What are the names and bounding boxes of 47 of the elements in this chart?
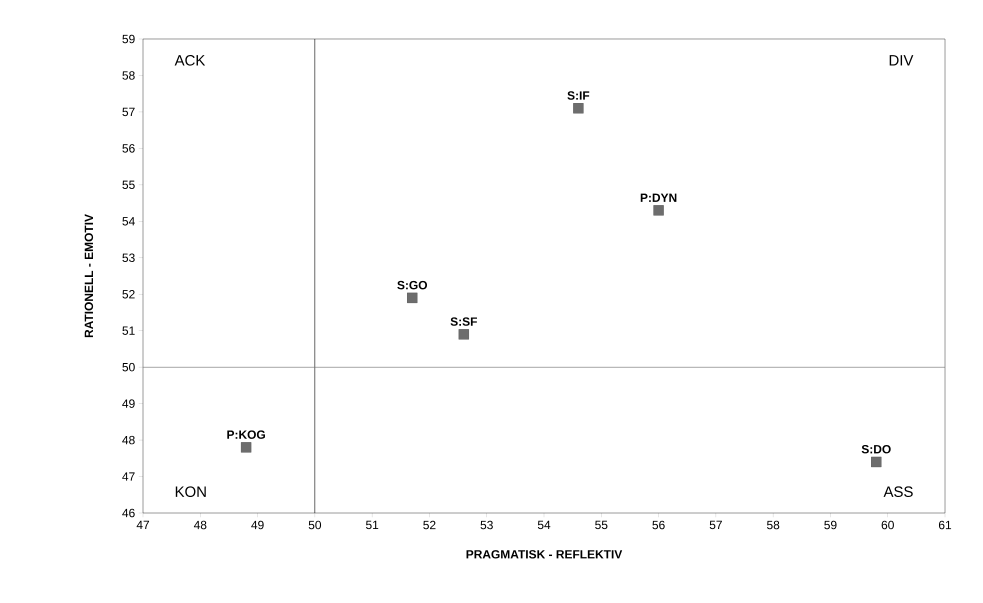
x-tick-label: 56 <box>652 520 665 530</box>
x-tick-label: 57 <box>710 520 722 530</box>
y-tick-label: 51 <box>122 326 135 335</box>
annotation: P:KOG <box>227 430 265 439</box>
annotation: ACK <box>174 55 206 66</box>
x-tick-label: 61 <box>938 520 952 530</box>
x-tick-label: 52 <box>423 520 436 530</box>
x-axis-title: PRAGMATISK - REFLEKTIV <box>466 550 622 559</box>
y-tick-label: 53 <box>122 254 135 262</box>
point <box>240 442 252 453</box>
y-tick-label: 52 <box>122 290 135 298</box>
y-tick-label: 46 <box>122 508 135 518</box>
annotation: KON <box>176 486 206 497</box>
y-tick-label: 47 <box>122 472 135 481</box>
x-tick-label: 50 <box>308 520 322 530</box>
x-tick-label: 48 <box>194 520 206 530</box>
y-axis-title: RATIONELL - EMOTIV <box>84 214 94 338</box>
y-tick-label: 54 <box>122 217 135 226</box>
y-tick-label: 49 <box>122 399 135 408</box>
point <box>871 456 882 468</box>
annotation: S:SF <box>450 317 477 326</box>
y-tick-label: 48 <box>122 436 135 444</box>
x-tick-label: 51 <box>366 520 378 530</box>
y-tick-label: 50 <box>122 362 135 372</box>
x-tick-label: 60 <box>882 520 894 530</box>
y-tick-label: 58 <box>122 71 135 80</box>
x-tick-label: 59 <box>824 520 837 530</box>
annotation: P:DYN <box>640 194 676 202</box>
x-tick-label: 47 <box>136 520 150 529</box>
point <box>653 205 664 216</box>
y-tick-label: 59 <box>122 34 135 44</box>
x-tick-label: 58 <box>766 520 780 530</box>
point <box>458 329 470 340</box>
annotation: DIV <box>890 55 914 66</box>
annotation: S:IF <box>567 91 590 100</box>
y-tick-label: 57 <box>122 108 135 116</box>
x-tick-label: 55 <box>595 520 608 530</box>
x-tick-label: 54 <box>538 520 550 530</box>
point <box>573 103 584 114</box>
annotation: S:DO <box>862 444 891 454</box>
annotation: ASS <box>884 486 913 497</box>
y-tick-label: 55 <box>122 180 135 190</box>
y-tick-label: 56 <box>122 144 135 153</box>
annotation: S:GO <box>397 280 428 290</box>
x-tick-label: 49 <box>251 520 264 530</box>
x-tick-label: 53 <box>480 520 493 530</box>
point <box>407 292 418 304</box>
